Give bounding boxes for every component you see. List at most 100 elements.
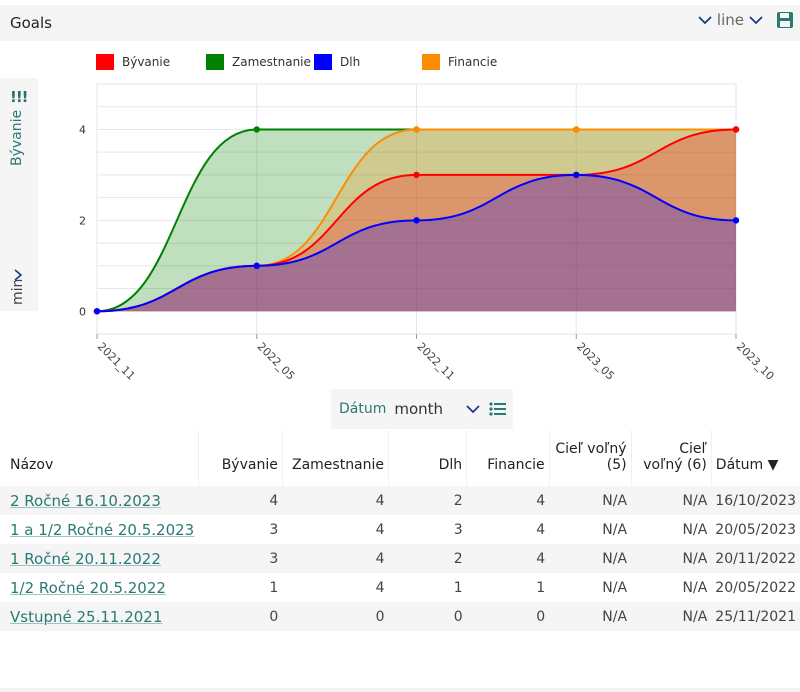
chevron-down-icon[interactable] bbox=[465, 401, 481, 417]
data-point bbox=[573, 171, 580, 179]
goal-link[interactable]: Vstupné 25.11.2021 bbox=[10, 607, 163, 626]
table-cell: 20/11/2022 bbox=[711, 544, 800, 573]
legend-item[interactable]: Zamestnanie bbox=[206, 54, 311, 70]
data-point bbox=[413, 171, 420, 179]
table-cell: 4 bbox=[536, 521, 546, 538]
save-icon[interactable] bbox=[776, 11, 794, 29]
table-cell: 20/05/2022 bbox=[715, 579, 796, 596]
series-area bbox=[97, 174, 736, 312]
goal-link[interactable]: 1 Ročné 20.11.2022 bbox=[10, 549, 161, 568]
table-cell: 1 bbox=[536, 579, 546, 596]
header-bar: Goals line bbox=[0, 5, 800, 41]
table-cell: 4 bbox=[466, 486, 550, 515]
legend-swatch bbox=[422, 54, 440, 70]
goal-link[interactable]: 2 Ročné 16.10.2023 bbox=[10, 491, 161, 510]
data-point bbox=[732, 126, 740, 133]
legend-item[interactable]: Dlh bbox=[314, 54, 360, 70]
table-cell: 3 bbox=[198, 544, 283, 573]
table-cell: N/A bbox=[549, 544, 632, 573]
table-cell: 0 bbox=[388, 602, 467, 631]
data-point bbox=[413, 126, 420, 133]
data-point bbox=[732, 217, 740, 224]
x-tick-label: 2022_05 bbox=[255, 340, 298, 383]
table-cell: N/A bbox=[682, 579, 708, 596]
column-header[interactable]: Cieľ voľný (5) bbox=[548, 430, 632, 486]
table-cell: N/A bbox=[549, 602, 632, 631]
table-cell: 20/05/2023 bbox=[715, 521, 796, 538]
list-icon[interactable] bbox=[489, 401, 507, 417]
table-cell: 0 bbox=[282, 602, 389, 631]
y-tick-label: 0 bbox=[79, 305, 86, 318]
data-point bbox=[413, 217, 420, 224]
table-cell: 4 bbox=[282, 544, 389, 573]
legend-label: Zamestnanie bbox=[232, 55, 311, 69]
metric-side-panel: !!! Bývanie bbox=[0, 78, 38, 311]
date-granularity-select[interactable]: month bbox=[394, 400, 444, 418]
table-row: 1/2 Ročné 20.5.2022 1 4 1 1 N/A N/A 20/0… bbox=[0, 573, 800, 602]
goal-link[interactable]: 1/2 Ročné 20.5.2022 bbox=[10, 578, 166, 597]
legend-swatch bbox=[96, 54, 114, 70]
x-tick-label: 2022_11 bbox=[414, 340, 457, 383]
table-cell: N/A bbox=[682, 521, 708, 538]
table-cell: 4 bbox=[466, 544, 550, 573]
page-title: Goals bbox=[10, 14, 52, 32]
column-header-date-sort[interactable]: Dátum ▼ bbox=[710, 430, 800, 486]
legend-item[interactable]: Bývanie bbox=[96, 54, 170, 70]
table-cell: 4 bbox=[198, 486, 283, 515]
table-cell: N/A bbox=[631, 602, 712, 631]
date-control: Dátum month bbox=[331, 389, 513, 429]
table-row: Vstupné 25.11.2021 0 0 0 0 N/A N/A 25/11… bbox=[0, 602, 800, 631]
y-tick-label: 2 bbox=[79, 214, 86, 227]
column-header[interactable]: Bývanie bbox=[197, 430, 283, 486]
goals-table: Názov Bývanie Zamestnanie Dlh Financie C… bbox=[0, 430, 800, 631]
chart-legend: Bývanie Zamestnanie Dlh Financie bbox=[96, 54, 616, 72]
y-tick-label: 4 bbox=[79, 123, 86, 136]
table-cell: N/A bbox=[602, 579, 628, 596]
footer-divider bbox=[0, 688, 800, 692]
chevron-down-icon[interactable] bbox=[697, 12, 713, 28]
priority-icon[interactable]: !!! bbox=[10, 88, 29, 106]
table-cell: 4 bbox=[375, 579, 385, 596]
table-cell: 0 bbox=[466, 602, 550, 631]
column-header[interactable]: Zamestnanie bbox=[281, 430, 389, 486]
table-cell: 16/10/2023 bbox=[711, 486, 800, 515]
column-header[interactable]: Financie bbox=[466, 430, 550, 486]
column-header[interactable]: Cieľ voľný (6) bbox=[630, 430, 712, 486]
x-tick-label: 2023_05 bbox=[574, 340, 617, 383]
table-cell: 4 bbox=[282, 486, 389, 515]
legend-label: Dlh bbox=[340, 55, 361, 69]
date-label: Dátum bbox=[339, 401, 387, 417]
table-cell: 1 bbox=[453, 579, 463, 596]
table-cell: 2 bbox=[388, 486, 467, 515]
table-cell: 4 bbox=[375, 521, 385, 538]
chart-type-select[interactable]: line bbox=[716, 11, 744, 29]
table-cell: N/A bbox=[602, 521, 628, 538]
chevron-right-icon[interactable] bbox=[11, 268, 25, 282]
table-cell: N/A bbox=[631, 486, 712, 515]
legend-label: Financie bbox=[448, 55, 498, 69]
table-cell: 2 bbox=[388, 544, 467, 573]
x-tick-label: 2023_10 bbox=[734, 340, 777, 383]
column-header[interactable]: Dlh bbox=[388, 430, 467, 486]
goal-link[interactable]: 1 a 1/2 Ročné 20.5.2023 bbox=[10, 520, 195, 539]
table-cell: 3 bbox=[453, 521, 463, 538]
table-cell: N/A bbox=[631, 544, 712, 573]
table-cell: N/A bbox=[549, 486, 632, 515]
legend-item[interactable]: Financie bbox=[422, 54, 497, 70]
column-header[interactable]: Názov bbox=[10, 457, 54, 473]
table-cell: 3 bbox=[269, 521, 279, 538]
table-cell: 0 bbox=[198, 602, 283, 631]
data-point bbox=[253, 126, 260, 133]
table-row: 1 Ročné 20.11.2022 3 4 2 4 N/A N/A 20/11… bbox=[0, 544, 800, 573]
table-cell: 25/11/2021 bbox=[711, 602, 800, 631]
legend-swatch bbox=[206, 54, 224, 70]
chevron-down-icon[interactable] bbox=[748, 12, 764, 28]
data-point bbox=[93, 308, 101, 315]
table-header-row: Názov Bývanie Zamestnanie Dlh Financie C… bbox=[0, 430, 800, 486]
data-point bbox=[253, 262, 260, 270]
legend-swatch bbox=[314, 54, 332, 70]
table-row: 2 Ročné 16.10.2023 4 4 2 4 N/A N/A 16/10… bbox=[0, 486, 800, 515]
data-point bbox=[573, 126, 580, 133]
table-cell: 1 bbox=[269, 579, 279, 596]
x-tick-label: 2021_11 bbox=[95, 340, 138, 383]
